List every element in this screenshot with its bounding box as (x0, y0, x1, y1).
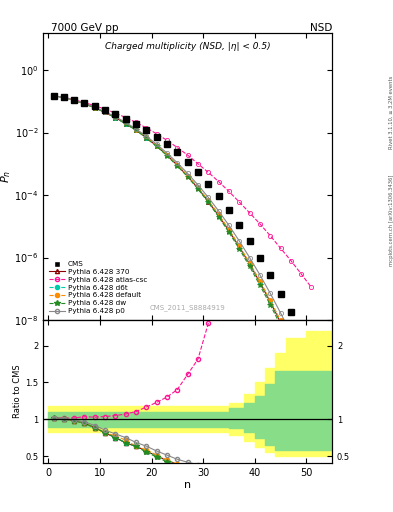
Text: 7000 GeV pp: 7000 GeV pp (51, 23, 119, 33)
Y-axis label: $P_n$: $P_n$ (0, 170, 13, 183)
Text: Rivet 3.1.10, ≥ 3.2M events: Rivet 3.1.10, ≥ 3.2M events (389, 76, 393, 150)
Text: CMS_2011_S8884919: CMS_2011_S8884919 (150, 305, 226, 311)
Text: Charged multiplicity (NSD, |η| < 0.5): Charged multiplicity (NSD, |η| < 0.5) (105, 42, 270, 51)
Y-axis label: Ratio to CMS: Ratio to CMS (13, 365, 22, 418)
X-axis label: n: n (184, 480, 191, 489)
Legend: CMS, Pythia 6.428 370, Pythia 6.428 atlas-csc, Pythia 6.428 d6t, Pythia 6.428 de: CMS, Pythia 6.428 370, Pythia 6.428 atla… (47, 259, 149, 316)
Text: NSD: NSD (310, 23, 332, 33)
Text: mcplots.cern.ch [arXiv:1306.3436]: mcplots.cern.ch [arXiv:1306.3436] (389, 175, 393, 266)
